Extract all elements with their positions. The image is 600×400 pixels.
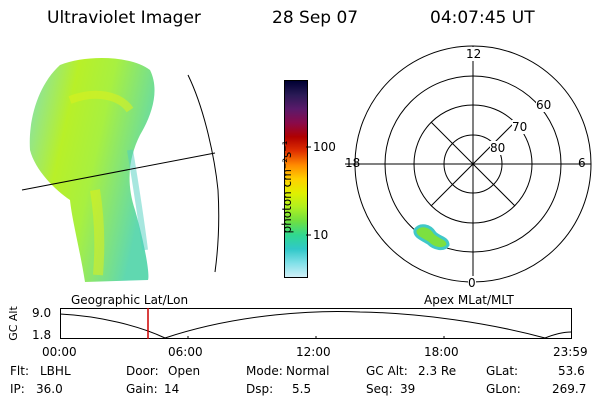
- timeline-ytick-9: 9.0: [32, 306, 52, 320]
- seq-label: Seq:: [366, 382, 393, 396]
- mlt-label-18: 18: [345, 156, 361, 170]
- auroral-oval-patch: [413, 224, 450, 251]
- time-label: 04:07:45 UT: [430, 8, 535, 28]
- dsp-label: Dsp:: [246, 382, 274, 396]
- orbit-altitude-plot[interactable]: [59, 308, 574, 340]
- timeline-ylabel: GC Alt: [6, 306, 20, 341]
- glat-value: 53.6: [558, 364, 585, 378]
- door-label: Door:: [126, 364, 159, 378]
- timeline-xtick-0000: 00:00: [42, 345, 77, 359]
- date-label: 28 Sep 07: [272, 8, 359, 28]
- terminator-line: [21, 152, 216, 191]
- colorbar-unit-label: photon cm⁻²s⁻¹: [280, 140, 294, 234]
- gcalt-label: GC Alt:: [366, 364, 408, 378]
- timeline-right-title: Apex MLat/MLT: [424, 293, 514, 307]
- gain-label: Gain:: [126, 382, 158, 396]
- flt-label: Flt:: [10, 364, 29, 378]
- flt-value: LBHL: [40, 364, 71, 378]
- mlt-label-6: 6: [578, 156, 586, 170]
- lat-label-80: 80: [490, 141, 506, 155]
- glon-value: 269.7: [552, 382, 587, 396]
- gain-value: 14: [164, 382, 180, 396]
- lat-label-60: 60: [536, 98, 552, 112]
- timeline-xtick-2359: 23:59: [553, 345, 588, 359]
- auroral-image-region: [29, 58, 155, 283]
- mode-value: Normal: [286, 364, 330, 378]
- glon-label: GLon:: [486, 382, 521, 396]
- timeline-xtick-0600: 06:00: [168, 345, 203, 359]
- ip-label: IP:: [10, 382, 25, 396]
- colorbar-ticks: [306, 146, 311, 236]
- glat-label: GLat:: [486, 364, 519, 378]
- seq-value: 39: [400, 382, 416, 396]
- gcalt-value: 2.3 Re: [418, 364, 457, 378]
- timeline-xtick-1800: 18:00: [424, 345, 459, 359]
- colorbar: [284, 80, 308, 278]
- door-value: Open: [168, 364, 201, 378]
- ip-value: 36.0: [36, 382, 63, 396]
- dsp-value: 5.5: [292, 382, 312, 396]
- timeline-ytick-1: 1.8: [32, 328, 52, 342]
- mlt-label-12: 12: [466, 47, 482, 61]
- altitude-curve: [59, 311, 572, 339]
- limb-curve: [187, 74, 220, 273]
- timeline-left-title: Geographic Lat/Lon: [71, 293, 189, 307]
- instrument-title: Ultraviolet Imager: [47, 8, 201, 28]
- colorbar-tick-100: 100: [313, 140, 336, 154]
- mlt-label-0: 0: [468, 276, 476, 290]
- lat-label-70: 70: [512, 120, 528, 134]
- timeline-xtick-1200: 12:00: [296, 345, 331, 359]
- geographic-image: [21, 58, 220, 283]
- polar-plot: [345, 45, 592, 283]
- colorbar-tick-10: 10: [313, 228, 329, 242]
- mode-label: Mode:: [246, 364, 283, 378]
